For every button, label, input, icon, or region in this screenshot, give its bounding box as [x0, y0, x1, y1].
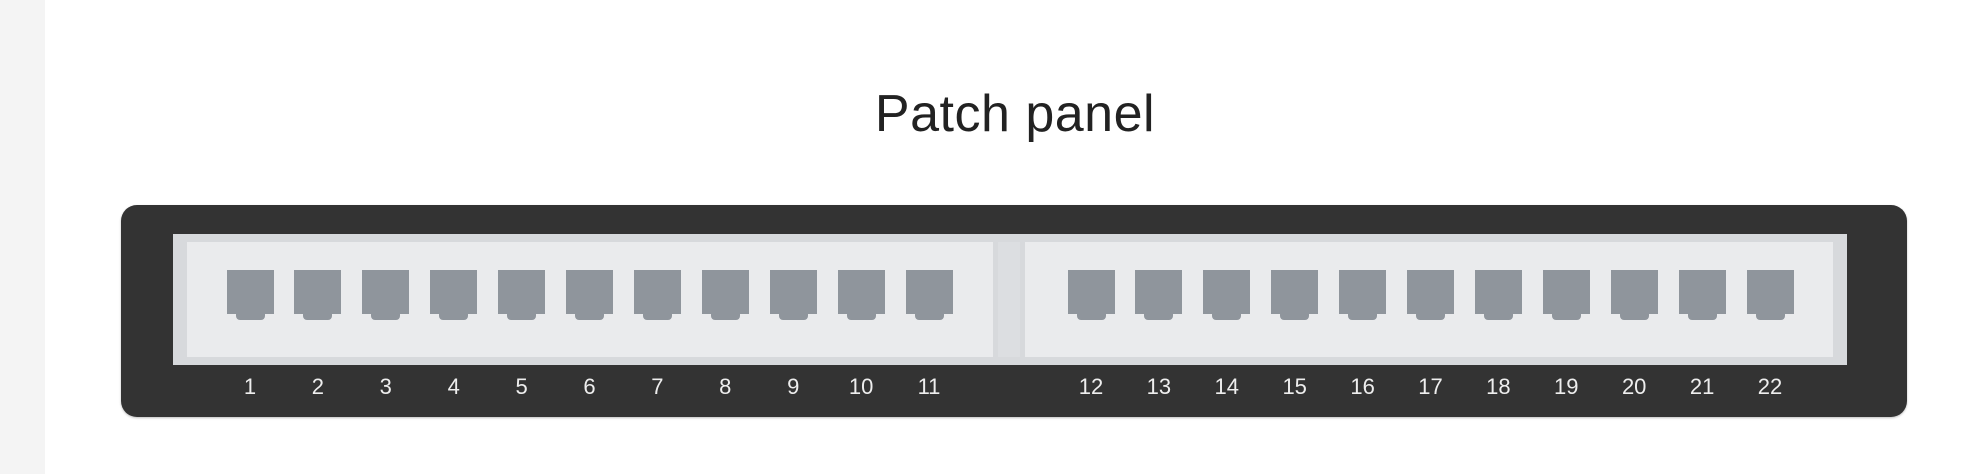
port-label-17: 17: [1418, 374, 1443, 399]
port-2: [294, 270, 342, 320]
port-13: [1135, 270, 1183, 320]
port-label-15: 15: [1282, 374, 1307, 399]
port-14: [1203, 270, 1251, 320]
port-label-7: 7: [651, 374, 664, 399]
port-label-9: 9: [787, 374, 800, 399]
port-8: [701, 270, 749, 320]
port-label-20: 20: [1621, 374, 1647, 399]
port-1: [226, 270, 274, 320]
port-9: [769, 270, 817, 320]
port-label-5: 5: [515, 374, 528, 399]
port-group-divider: [998, 242, 1020, 357]
port-label-6: 6: [583, 374, 596, 399]
port-label-19: 19: [1554, 374, 1579, 399]
port-label-4: 4: [447, 374, 460, 399]
port-17: [1407, 270, 1454, 320]
port-6: [566, 270, 613, 320]
port-label-11: 11: [917, 374, 941, 399]
port-4: [430, 270, 478, 320]
port-20: [1610, 270, 1658, 320]
port-label-3: 3: [379, 374, 392, 399]
patch-panel-face: [173, 234, 1847, 365]
port-22: [1746, 270, 1794, 320]
port-5: [498, 270, 546, 320]
port-7: [633, 270, 681, 320]
port-label-21: 21: [1689, 374, 1715, 399]
port-10: [837, 270, 885, 320]
left-sidebar-edge: [0, 0, 45, 474]
port-label-8: 8: [719, 374, 732, 399]
port-label-12: 12: [1078, 374, 1104, 399]
port-label-2: 2: [311, 374, 325, 399]
port-label-13: 13: [1146, 374, 1172, 399]
port-label-14: 14: [1214, 374, 1240, 399]
port-21: [1678, 270, 1726, 320]
diagram-title: Patch panel: [874, 85, 1156, 143]
port-label-22: 22: [1757, 374, 1783, 399]
patch-panel: 1 2 3 4 5 6 7 8 9 10 11 12 13 14 15 16 17 18 19 20 21 22: [121, 205, 1907, 417]
port-18: [1474, 270, 1522, 320]
port-12: [1067, 270, 1115, 320]
port-label-16: 16: [1350, 374, 1375, 399]
port-19: [1542, 270, 1590, 320]
port-3: [362, 270, 410, 320]
port-11: [905, 270, 953, 320]
port-label-18: 18: [1486, 374, 1511, 399]
port-label-1: 1: [243, 374, 257, 399]
port-15: [1271, 270, 1319, 320]
port-16: [1339, 270, 1387, 320]
port-label-10: 10: [848, 374, 874, 399]
